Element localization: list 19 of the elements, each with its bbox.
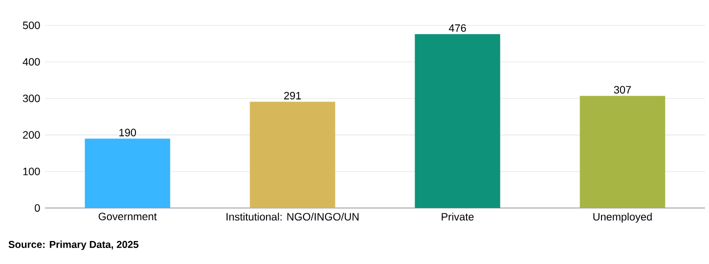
x-tick-label: Unemployed bbox=[593, 212, 652, 223]
bar bbox=[84, 138, 170, 208]
y-tick-label: 0 bbox=[34, 204, 40, 212]
x-tick-label: Private bbox=[442, 212, 474, 221]
x-tick-label: Institutional: NGO/INGO/UN bbox=[226, 212, 359, 221]
data-label: 476 bbox=[448, 24, 466, 32]
bar bbox=[580, 96, 666, 208]
data-label: 307 bbox=[614, 86, 631, 94]
y-tick-label: 300 bbox=[22, 94, 40, 102]
bar bbox=[250, 102, 336, 208]
data-label: 291 bbox=[284, 92, 301, 100]
source-note: Source: Primary Data, 2025 bbox=[8, 240, 138, 250]
y-tick-label: 100 bbox=[23, 168, 40, 176]
bar bbox=[414, 34, 500, 208]
x-tick-label: Government bbox=[98, 212, 157, 220]
y-tick-label: 200 bbox=[23, 131, 40, 139]
y-tick-label: 400 bbox=[22, 58, 40, 66]
data-label: 190 bbox=[119, 128, 136, 136]
y-tick-label: 500 bbox=[22, 22, 40, 30]
